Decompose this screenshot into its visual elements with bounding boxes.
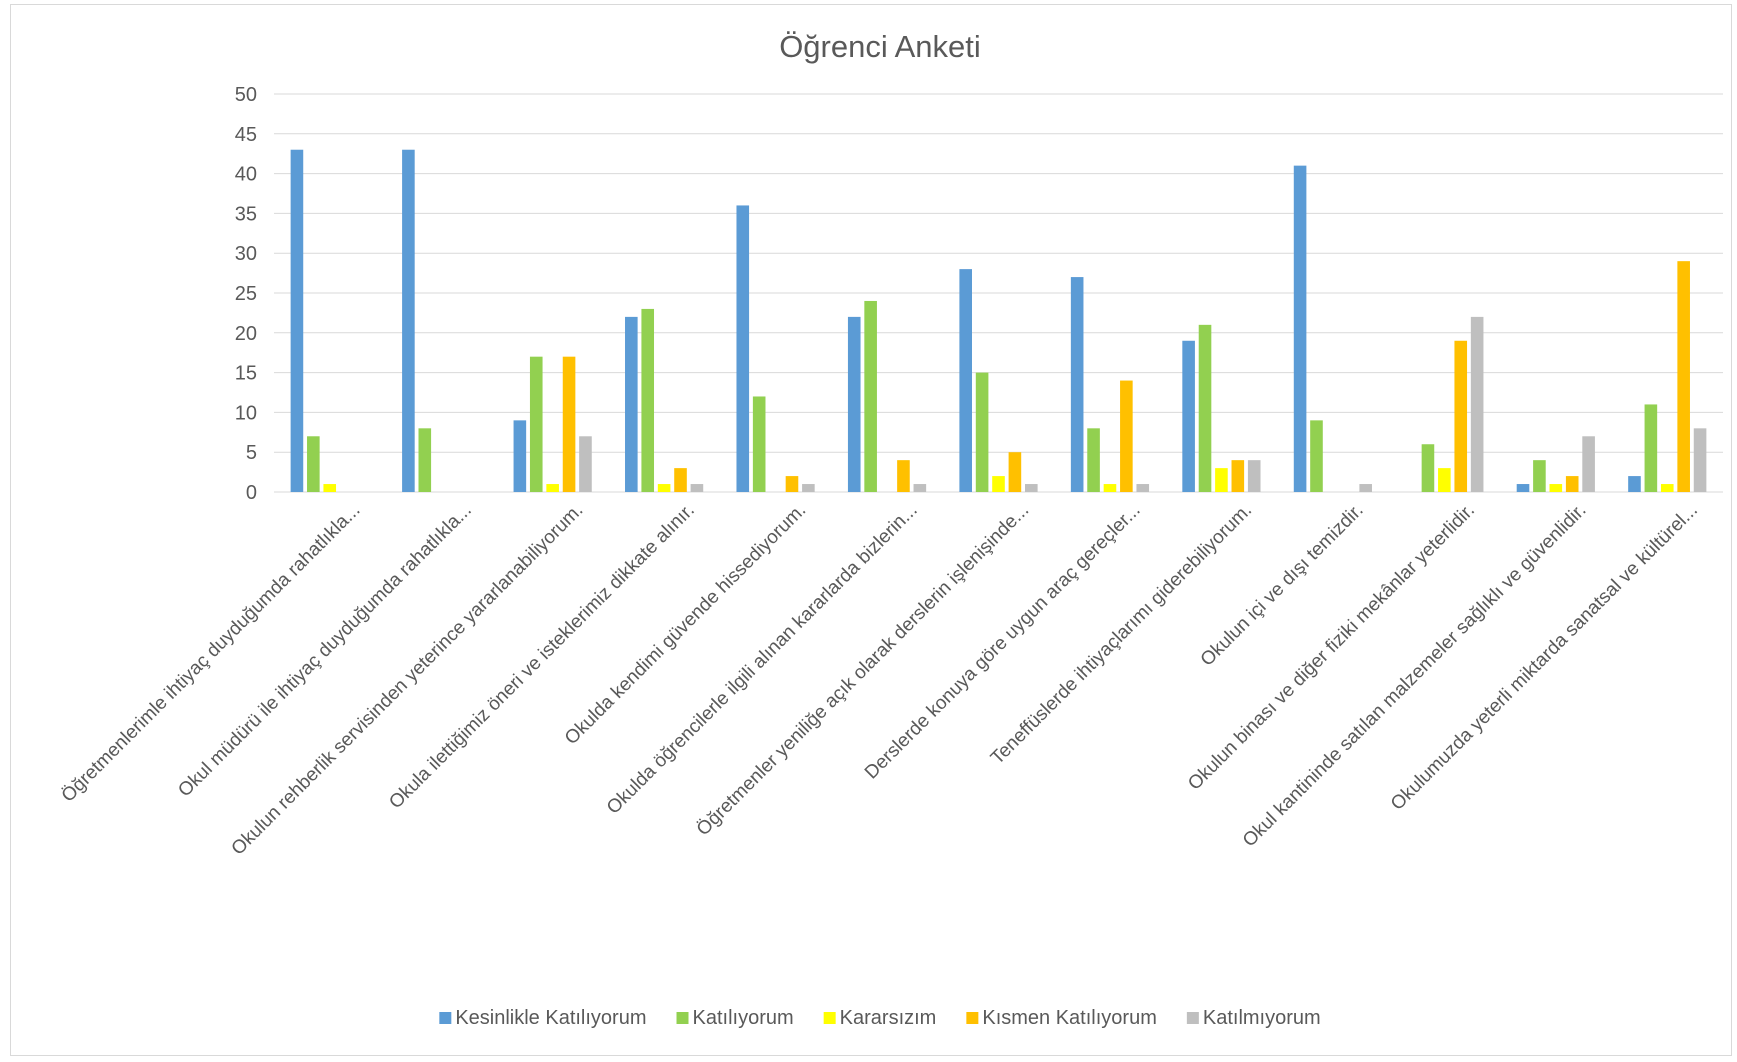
bar bbox=[1454, 340, 1468, 492]
y-tick-label: 25 bbox=[235, 283, 257, 305]
legend-label: Katılıyorum bbox=[693, 1007, 794, 1029]
bar bbox=[864, 300, 877, 492]
bar bbox=[1182, 340, 1195, 492]
bar bbox=[1247, 460, 1261, 492]
legend-label: Kısmen Katılıyorum bbox=[982, 1007, 1157, 1029]
bar bbox=[418, 428, 432, 492]
bar bbox=[1215, 468, 1228, 492]
chart-title: Öğrenci Anketi bbox=[779, 29, 981, 64]
y-tick-label: 30 bbox=[235, 243, 257, 265]
bar bbox=[1136, 484, 1150, 492]
bar bbox=[1470, 316, 1484, 492]
bar bbox=[1070, 277, 1084, 492]
bar bbox=[1103, 484, 1117, 492]
bar bbox=[1565, 476, 1579, 492]
x-tick-label: Okulda kendimi güvende hissediyorum. bbox=[561, 500, 810, 749]
y-tick-label: 20 bbox=[235, 323, 257, 345]
bar bbox=[992, 476, 1005, 492]
bar bbox=[1120, 380, 1133, 492]
bar bbox=[1359, 484, 1372, 492]
bar bbox=[1198, 324, 1212, 492]
bar bbox=[1438, 468, 1451, 492]
legend-swatch bbox=[823, 1012, 836, 1024]
chart-svg: Öğrenci Anketi 0 5 10 15 20 25 30 35 40 45 50 Öğre… bbox=[58, 29, 1723, 1029]
bar bbox=[847, 316, 861, 492]
y-tick-label: 0 bbox=[246, 482, 257, 504]
bar bbox=[975, 372, 989, 492]
y-tick-label: 50 bbox=[235, 84, 257, 106]
y-tick-label: 15 bbox=[235, 363, 257, 385]
bar bbox=[1693, 428, 1707, 492]
bars bbox=[290, 149, 1707, 492]
bar bbox=[1231, 460, 1245, 492]
y-tick-label: 45 bbox=[235, 124, 257, 146]
legend: Kesinlikle Katılıyorum Katılıyorum Kararsı… bbox=[439, 1007, 1321, 1029]
bar bbox=[1087, 428, 1100, 492]
bar bbox=[1421, 444, 1435, 492]
bar bbox=[625, 316, 638, 492]
bar bbox=[641, 308, 655, 492]
bar bbox=[1533, 460, 1546, 492]
y-tick-label: 35 bbox=[235, 203, 257, 225]
y-tick-label: 10 bbox=[235, 402, 257, 424]
bar bbox=[752, 396, 766, 492]
bar bbox=[674, 468, 687, 492]
bar bbox=[1516, 484, 1530, 492]
legend-swatch bbox=[676, 1012, 689, 1024]
gridlines bbox=[274, 93, 1723, 493]
x-axis-ticks: Öğretmenlerimle ihtiyaç duyduğumda rahat… bbox=[58, 500, 1702, 860]
bar bbox=[1660, 484, 1674, 492]
legend-label: Kesinlikle Katılıyorum bbox=[455, 1007, 646, 1029]
bar bbox=[1677, 261, 1690, 492]
bar bbox=[579, 436, 592, 492]
legend-swatch bbox=[439, 1012, 452, 1024]
bar bbox=[1582, 436, 1595, 492]
bar bbox=[657, 484, 671, 492]
bar bbox=[529, 356, 543, 492]
chart-frame: Öğrenci Anketi 0 5 10 15 20 25 30 35 40 45 50 Öğre… bbox=[10, 4, 1732, 1056]
legend-swatch bbox=[1186, 1012, 1199, 1024]
y-axis-ticks: 0 5 10 15 20 25 30 35 40 45 50 bbox=[235, 84, 257, 504]
bar bbox=[402, 149, 415, 492]
bar bbox=[1628, 476, 1641, 492]
bar bbox=[802, 484, 815, 492]
bar bbox=[785, 476, 799, 492]
bar bbox=[1310, 420, 1323, 492]
legend-item: Katılmıyorum bbox=[1186, 1007, 1321, 1029]
bar bbox=[690, 484, 704, 492]
bar bbox=[546, 484, 559, 492]
legend-item: Kısmen Katılıyorum bbox=[966, 1007, 1157, 1029]
bar bbox=[307, 436, 320, 492]
bar bbox=[897, 460, 910, 492]
bar bbox=[959, 269, 972, 492]
bar bbox=[1644, 404, 1658, 492]
legend-item: Katılıyorum bbox=[676, 1007, 794, 1029]
bar bbox=[323, 484, 337, 492]
bar bbox=[1293, 165, 1307, 492]
legend-item: Kararsızım bbox=[823, 1007, 937, 1029]
legend-label: Kararsızım bbox=[840, 1007, 937, 1029]
legend-label: Katılmıyorum bbox=[1203, 1007, 1321, 1029]
bar bbox=[562, 356, 576, 492]
legend-swatch bbox=[966, 1012, 979, 1024]
y-tick-label: 40 bbox=[235, 164, 257, 186]
y-tick-label: 5 bbox=[246, 442, 257, 464]
bar bbox=[736, 205, 750, 492]
bar bbox=[913, 484, 927, 492]
bar bbox=[1025, 484, 1038, 492]
bar bbox=[513, 420, 527, 492]
bar bbox=[1549, 484, 1563, 492]
x-tick-label: Teneffüslerde ihtiyaçlarımı giderebiliyo… bbox=[987, 500, 1256, 769]
bar bbox=[1008, 452, 1022, 492]
legend-item: Kesinlikle Katılıyorum bbox=[439, 1007, 647, 1029]
bar bbox=[290, 149, 304, 492]
